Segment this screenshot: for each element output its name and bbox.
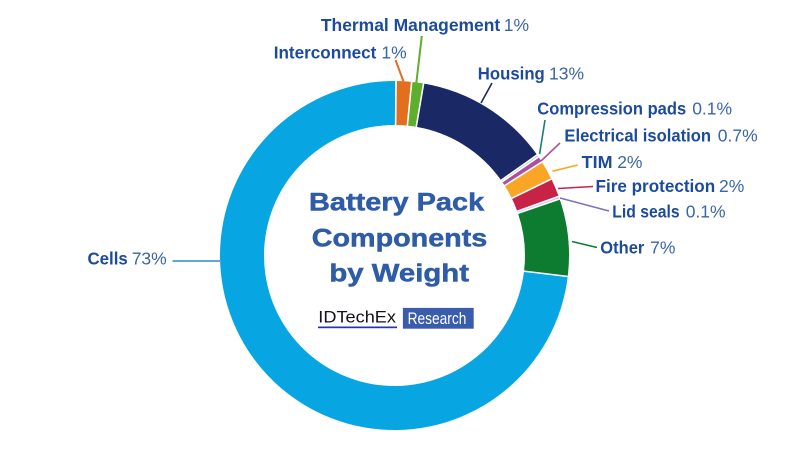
svg-text:0.1%: 0.1% xyxy=(686,202,726,222)
svg-text:2%: 2% xyxy=(719,176,744,196)
svg-text:Lid seals: Lid seals xyxy=(612,202,680,222)
svg-text:2%: 2% xyxy=(617,152,642,172)
svg-text:7%: 7% xyxy=(650,238,675,258)
svg-text:13%: 13% xyxy=(549,63,584,83)
svg-text:Research: Research xyxy=(408,310,467,328)
svg-text:1%: 1% xyxy=(504,15,529,35)
svg-text:0.7%: 0.7% xyxy=(718,125,758,145)
svg-text:Components: Components xyxy=(312,224,488,252)
svg-text:73%: 73% xyxy=(132,249,167,269)
svg-text:Compression pads: Compression pads xyxy=(537,98,686,118)
svg-text:0.1%: 0.1% xyxy=(692,98,732,118)
svg-text:Other: Other xyxy=(600,238,644,258)
svg-text:Fire protection: Fire protection xyxy=(596,176,716,196)
svg-text:by Weight: by Weight xyxy=(329,259,469,287)
svg-text:IDTechEx: IDTechEx xyxy=(318,309,397,327)
svg-text:TIM: TIM xyxy=(582,152,613,172)
svg-text:Thermal Management: Thermal Management xyxy=(321,15,500,35)
svg-text:Interconnect: Interconnect xyxy=(274,42,377,62)
svg-text:1%: 1% xyxy=(381,42,406,62)
svg-text:Housing: Housing xyxy=(478,63,545,83)
svg-text:Cells: Cells xyxy=(88,249,129,269)
svg-text:Electrical isolation: Electrical isolation xyxy=(564,125,711,145)
svg-text:Battery Pack: Battery Pack xyxy=(309,189,484,217)
